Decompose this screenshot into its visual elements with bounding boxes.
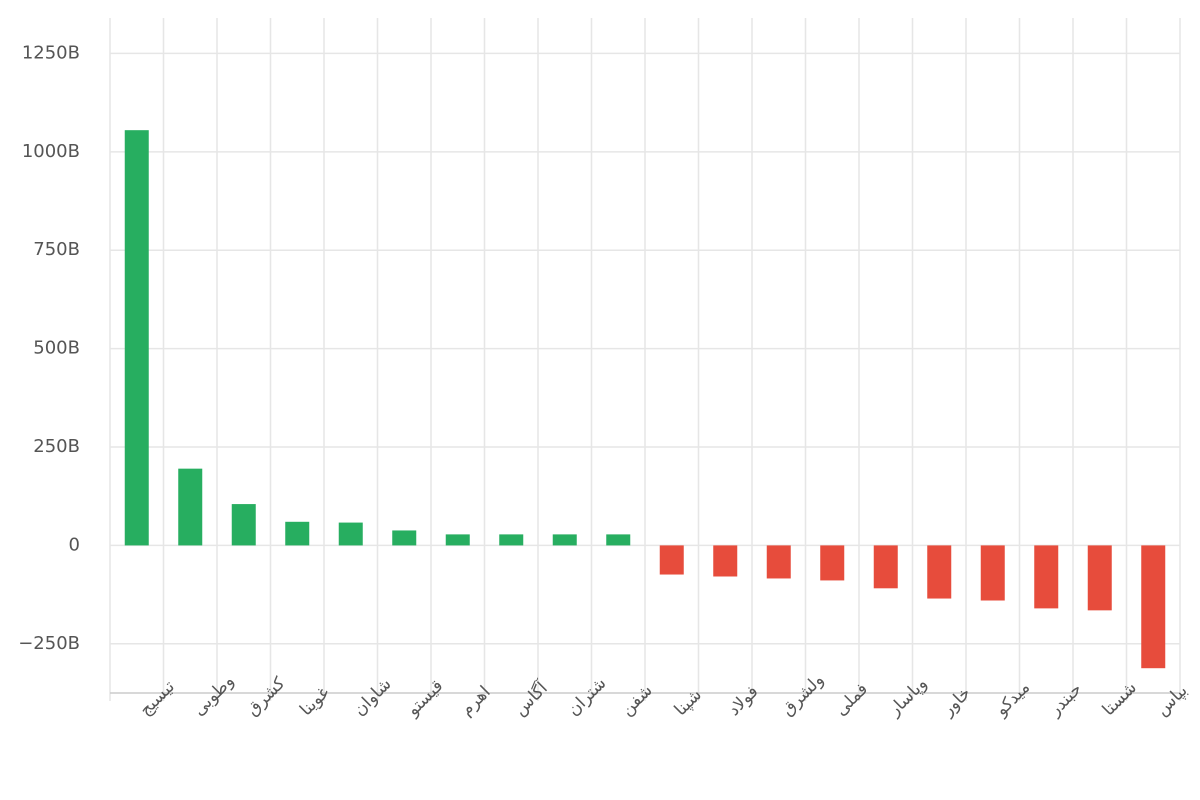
x-tick-label: قیستو [402,676,447,721]
x-tick-label: بپاس [1152,681,1191,720]
x-tick-label: کشرق [243,673,290,720]
y-tick-label: 1250B [22,42,80,63]
bar [338,522,363,546]
x-tick-label: حبندر [1044,679,1086,721]
bar [499,534,524,546]
y-tick-label: 1000B [22,141,80,162]
x-tick-label: وپاسار [884,674,931,721]
bar [873,545,898,589]
x-tick-label: شفن [617,681,656,720]
x-tick-label: شاوان [350,674,396,720]
bar [1087,545,1112,611]
bar [766,545,791,579]
bar [659,545,684,575]
y-tick-label: 250B [33,436,80,457]
y-tick-label: −250B [18,633,80,654]
x-tick-label: ولشرق [778,670,828,720]
y-tick-label: 0 [69,534,80,555]
bar [124,130,149,546]
x-tick-label: خاور [937,683,975,721]
x-tick-label: فولاد [724,682,762,720]
x-tick-label: تیسیج [136,677,179,720]
x-tick-label: فملی [831,679,872,720]
x-tick-label: شتران [564,673,611,720]
bar [606,534,631,546]
x-tick-label: شپنا [671,685,706,720]
bar [1034,545,1059,609]
bar [178,468,203,546]
bar [927,545,952,599]
bar [820,545,845,581]
bar [713,545,738,577]
y-tick-label: 750B [33,239,80,260]
bar [980,545,1005,601]
x-tick-label: شستا [1099,678,1141,720]
x-tick-label: وطوبی [189,671,238,720]
x-tick-label: میدکو [991,678,1034,721]
bar [285,521,310,546]
bar [552,534,577,546]
bar [1141,545,1166,669]
y-tick-label: 500B [33,338,80,359]
x-tick-label: غوینا [296,683,333,720]
x-tick-label: آگاس [509,676,553,720]
x-tick-label: اهرم [457,682,495,720]
bar [392,530,417,546]
bar [445,534,470,546]
bar [231,504,256,546]
